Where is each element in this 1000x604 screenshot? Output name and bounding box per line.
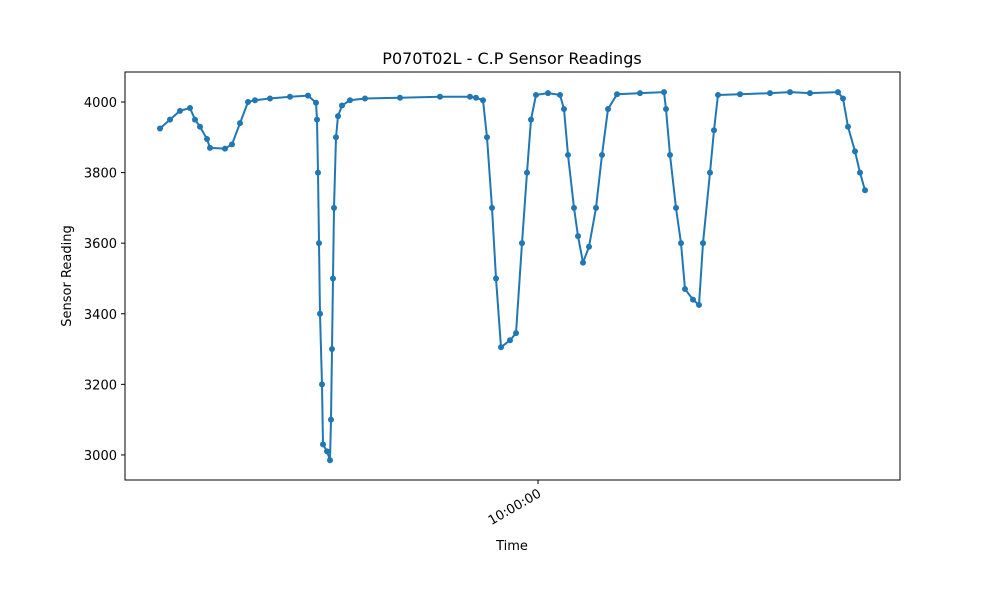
y-tick-label: 4000 [84, 96, 117, 111]
data-point [533, 91, 539, 98]
data-point [580, 259, 586, 266]
data-point [473, 94, 479, 101]
y-tick-label: 3600 [84, 237, 117, 252]
y-tick-label: 3800 [84, 167, 117, 182]
data-point [565, 151, 571, 158]
y-axis-label: Sensor Reading [60, 225, 75, 326]
series-line [159, 91, 866, 461]
data-point [252, 97, 258, 104]
data-point [661, 89, 667, 96]
data-point [314, 116, 320, 123]
data-point [324, 448, 330, 455]
data-point [187, 105, 193, 111]
x-axis-label: Time [495, 539, 528, 554]
data-point [480, 97, 486, 104]
data-point [852, 148, 858, 155]
data-point [857, 169, 863, 176]
data-point [229, 141, 235, 148]
data-point [331, 204, 337, 211]
data-point [329, 346, 335, 353]
data-point [711, 127, 717, 134]
data-point [507, 337, 513, 344]
data-point [167, 116, 173, 123]
data-point [678, 240, 684, 247]
data-point [328, 416, 334, 423]
data-point [397, 94, 403, 101]
data-point [513, 330, 519, 337]
data-point [571, 204, 577, 211]
data-point [862, 187, 868, 194]
data-point [327, 457, 333, 464]
x-tick-label: 10:00:00 [486, 486, 544, 528]
data-point [845, 123, 851, 130]
y-tick-label: 3400 [84, 308, 117, 323]
data-point [347, 97, 353, 104]
data-point [316, 240, 322, 247]
data-point [700, 240, 706, 247]
data-point [305, 92, 311, 99]
data-point [493, 275, 499, 282]
data-point [593, 204, 599, 211]
data-point [682, 286, 688, 293]
data-point [605, 106, 611, 113]
data-point [599, 151, 605, 158]
data-point [237, 120, 243, 127]
data-point [362, 95, 368, 102]
data-point [157, 125, 163, 132]
data-point [667, 151, 673, 158]
data-point [333, 134, 339, 141]
data-point [840, 95, 846, 102]
data-point [737, 91, 743, 98]
data-point [335, 113, 341, 120]
data-point [489, 204, 495, 211]
data-point [177, 107, 183, 114]
data-point [586, 243, 592, 250]
data-point [317, 310, 323, 317]
data-point [320, 441, 326, 448]
data-point [663, 106, 669, 113]
data-point [498, 344, 504, 351]
y-tick-label: 3200 [84, 378, 117, 393]
data-point [319, 381, 325, 388]
chart-title: P070T02L - C.P Sensor Readings [382, 49, 641, 68]
data-point [222, 145, 228, 152]
data-point [313, 99, 319, 106]
data-point [767, 90, 773, 97]
data-point [484, 134, 490, 141]
data-point [204, 136, 210, 143]
data-point [197, 123, 203, 130]
data-point [637, 90, 643, 97]
data-point [715, 91, 721, 98]
data-point [787, 89, 793, 96]
data-point [192, 116, 198, 123]
data-point [207, 144, 213, 151]
data-point [528, 116, 534, 123]
data-point [437, 93, 443, 100]
data-point [524, 169, 530, 176]
plot-frame [124, 71, 901, 481]
data-point [696, 301, 702, 308]
y-tick-label: 3000 [84, 449, 117, 464]
data-point [557, 91, 563, 98]
data-point [339, 102, 345, 109]
data-point [519, 240, 525, 247]
data-point [467, 93, 473, 100]
data-point [245, 99, 251, 105]
data-point [690, 296, 696, 303]
data-point [545, 90, 551, 97]
data-point [807, 90, 813, 97]
data-point [673, 204, 679, 211]
data-point [561, 106, 567, 113]
data-point [267, 95, 273, 102]
data-point [287, 93, 293, 100]
data-point [614, 91, 620, 98]
data-point [330, 275, 336, 282]
data-point [315, 169, 321, 176]
data-point [835, 89, 841, 96]
data-point [707, 169, 713, 176]
data-point [575, 233, 581, 240]
